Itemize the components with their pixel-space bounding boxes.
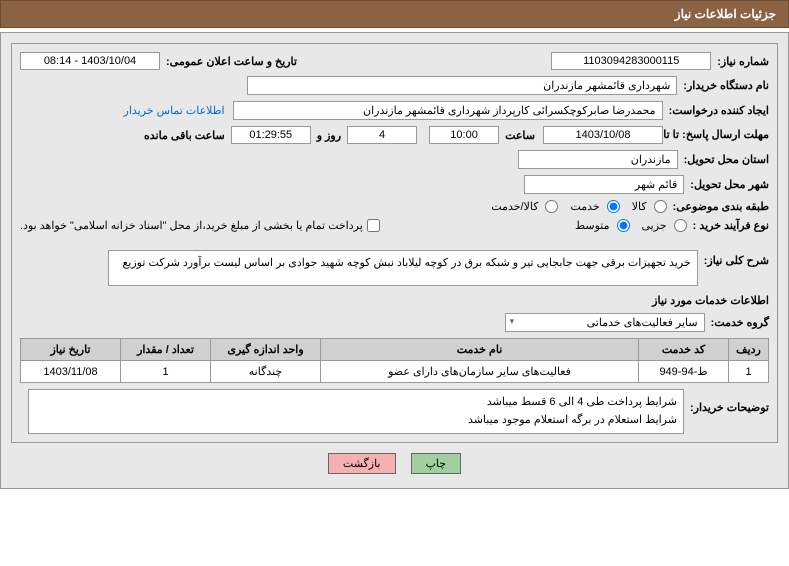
need-no-value: 1103094283000115	[551, 52, 711, 70]
buyer-org-value: شهرداری قائمشهر مازندران	[247, 76, 677, 95]
contact-link[interactable]: اطلاعات تماس خریدار	[124, 104, 225, 117]
panel-header: جزئیات اطلاعات نیاز	[0, 0, 789, 28]
services-section-title: اطلاعات خدمات مورد نیاز	[20, 294, 769, 307]
desc-text: خرید تجهیزات برقی جهت جابجایی تیر و شبکه…	[108, 250, 698, 286]
radio-partial[interactable]: جزیی	[642, 219, 687, 232]
radio-service[interactable]: خدمت	[570, 200, 619, 213]
radio-medium-label: متوسط	[575, 219, 610, 232]
announce-label: تاریخ و ساعت اعلان عمومی:	[166, 55, 297, 68]
row-buyer-notes: توضیحات خریدار: شرایط پرداخت طی 4 الی 6 …	[20, 389, 769, 434]
main-panel: شماره نیاز: 1103094283000115 تاریخ و ساع…	[0, 32, 789, 489]
requester-label: ایجاد کننده درخواست:	[669, 104, 769, 117]
th-qty: تعداد / مقدار	[121, 339, 211, 361]
row-category: طبقه بندی موضوعی: کالا خدمت کالا/خدمت	[20, 200, 769, 213]
remaining-label: ساعت باقی مانده	[144, 129, 225, 142]
row-process: نوع فرآیند خرید : جزیی متوسط پرداخت تمام…	[20, 219, 769, 232]
treasury-checkbox[interactable]	[367, 219, 380, 232]
deadline-label: مهلت ارسال پاسخ: تا تاریخ:	[669, 128, 769, 142]
radio-both-label: کالا/خدمت	[491, 200, 538, 213]
td-name: فعالیت‌های سایر سازمان‌های دارای عضو	[321, 361, 639, 383]
th-date: تاریخ نیاز	[21, 339, 121, 361]
treasury-checkbox-group[interactable]: پرداخت تمام یا بخشی از مبلغ خرید،از محل …	[20, 219, 380, 232]
row-need-number: شماره نیاز: 1103094283000115 تاریخ و ساع…	[20, 52, 769, 70]
table-row: 1 ط-94-949 فعالیت‌های سایر سازمان‌های دا…	[21, 361, 769, 383]
td-unit: چندگانه	[211, 361, 321, 383]
panel-title: جزئیات اطلاعات نیاز	[675, 7, 776, 21]
province-value: مازندران	[518, 150, 678, 169]
buyer-notes-text: شرایط پرداخت طی 4 الی 6 قسط میباشد شرایط…	[28, 389, 684, 434]
radio-medium-input[interactable]	[617, 219, 630, 232]
details-panel: شماره نیاز: 1103094283000115 تاریخ و ساع…	[11, 43, 778, 443]
province-label: استان محل تحویل:	[684, 153, 769, 166]
time-label: ساعت	[505, 129, 535, 142]
radio-service-label: خدمت	[570, 200, 599, 213]
city-label: شهر محل تحویل:	[690, 178, 769, 191]
service-group-dropdown[interactable]: سایر فعالیت‌های خدماتی	[505, 313, 705, 332]
desc-label: شرح کلی نیاز:	[704, 254, 769, 267]
buyer-org-label: نام دستگاه خریدار:	[683, 79, 769, 92]
th-name: نام خدمت	[321, 339, 639, 361]
radio-goods-label: کالا	[632, 200, 647, 213]
back-button[interactable]: بازگشت	[328, 453, 396, 474]
radio-goods-input[interactable]	[654, 200, 667, 213]
th-unit: واحد اندازه گیری	[211, 339, 321, 361]
announce-value: 1403/10/04 - 08:14	[20, 52, 160, 70]
treasury-label: پرداخت تمام یا بخشی از مبلغ خرید،از محل …	[20, 219, 363, 232]
buyer-notes-label: توضیحات خریدار:	[690, 401, 769, 414]
service-group-value: سایر فعالیت‌های خدماتی	[587, 317, 698, 329]
requester-value: محمدرضا صابرکوچکسرائی کارپرداز شهرداری ق…	[233, 101, 663, 120]
deadline-date: 1403/10/08	[543, 126, 663, 144]
city-value: قائم شهر	[524, 175, 684, 194]
th-row: ردیف	[729, 339, 769, 361]
radio-partial-label: جزیی	[642, 219, 667, 232]
process-label: نوع فرآیند خرید :	[693, 219, 769, 232]
row-city: شهر محل تحویل: قائم شهر	[20, 175, 769, 194]
radio-service-input[interactable]	[607, 200, 620, 213]
countdown: 01:29:55	[231, 126, 311, 144]
radio-partial-input[interactable]	[674, 219, 687, 232]
table-header-row: ردیف کد خدمت نام خدمت واحد اندازه گیری ت…	[21, 339, 769, 361]
row-requester: ایجاد کننده درخواست: محمدرضا صابرکوچکسرا…	[20, 101, 769, 120]
td-qty: 1	[121, 361, 211, 383]
radio-goods[interactable]: کالا	[632, 200, 667, 213]
radio-both[interactable]: کالا/خدمت	[491, 200, 558, 213]
row-province: استان محل تحویل: مازندران	[20, 150, 769, 169]
radio-both-input[interactable]	[545, 200, 558, 213]
td-row: 1	[729, 361, 769, 383]
print-button[interactable]: چاپ	[411, 453, 462, 474]
days-and-label: روز و	[317, 129, 341, 142]
category-label: طبقه بندی موضوعی:	[673, 200, 769, 213]
need-no-label: شماره نیاز:	[717, 55, 769, 68]
buyer-notes-line2: شرایط استعلام در برگه استعلام موجود میبا…	[35, 412, 677, 430]
row-deadline: مهلت ارسال پاسخ: تا تاریخ: 1403/10/08 سا…	[20, 126, 769, 144]
row-service-group: گروه خدمت: سایر فعالیت‌های خدماتی	[20, 313, 769, 332]
days-remaining: 4	[347, 126, 417, 144]
td-date: 1403/11/08	[21, 361, 121, 383]
deadline-time: 10:00	[429, 126, 499, 144]
radio-medium[interactable]: متوسط	[575, 219, 630, 232]
th-code: کد خدمت	[639, 339, 729, 361]
services-table: ردیف کد خدمت نام خدمت واحد اندازه گیری ت…	[20, 338, 769, 383]
buyer-notes-line1: شرایط پرداخت طی 4 الی 6 قسط میباشد	[35, 394, 677, 412]
row-description: شرح کلی نیاز: خرید تجهیزات برقی جهت جابج…	[20, 250, 769, 286]
button-row: چاپ بازگشت	[11, 443, 778, 478]
service-group-label: گروه خدمت:	[711, 316, 769, 329]
row-buyer-org: نام دستگاه خریدار: شهرداری قائمشهر مازند…	[20, 76, 769, 95]
td-code: ط-94-949	[639, 361, 729, 383]
